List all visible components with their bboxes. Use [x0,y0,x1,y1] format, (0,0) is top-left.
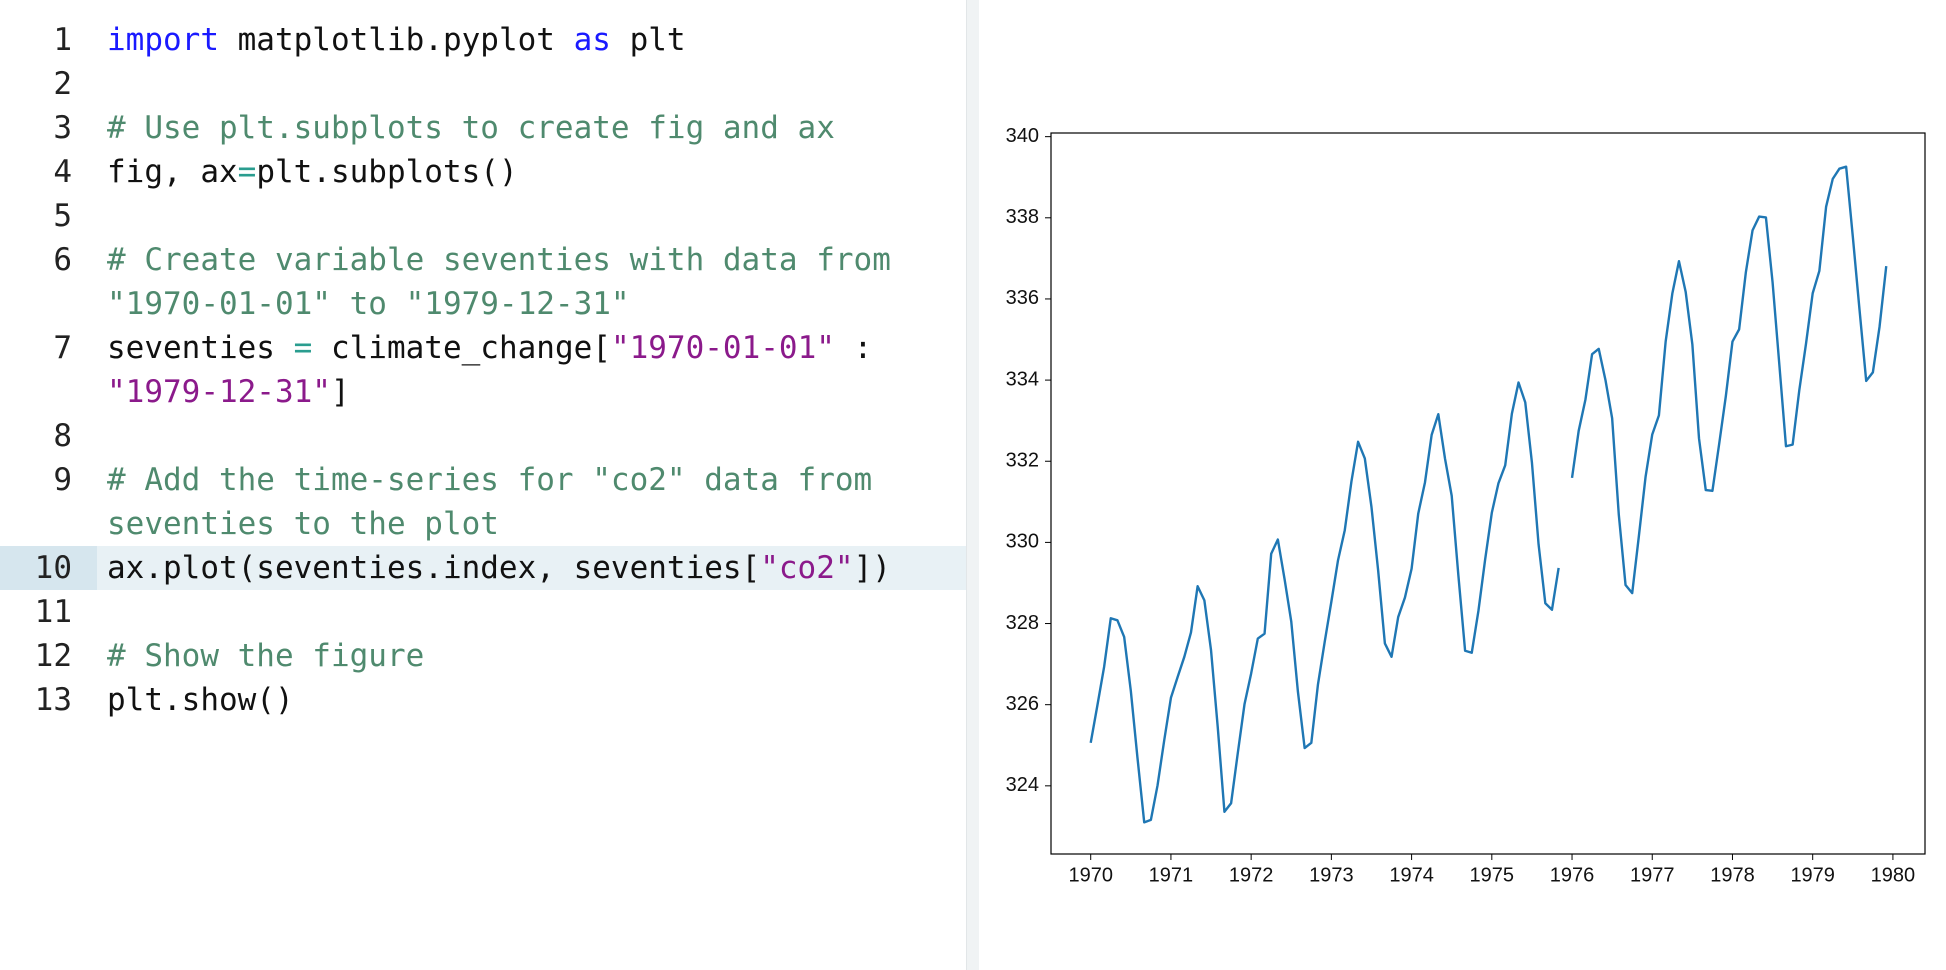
code-line: "1979-12-31"] [0,370,968,414]
code-token: # Add the time-series for "co2" data fro… [107,462,873,498]
code-token: matplotlib.pyplot [218,22,574,58]
code-text: ax.plot(seventies.index, seventies["co2"… [107,546,891,590]
y-tick-label: 328 [1006,612,1039,634]
code-line: 11 [0,590,968,634]
code-token: ] [330,374,350,410]
code-token: import [107,22,219,58]
line-number: 4 [53,154,72,190]
line-number: 13 [34,682,72,718]
line-number: 2 [53,66,72,102]
code-text: "1970-01-01" to "1979-12-31" [107,282,630,326]
y-tick-label: 336 [1006,287,1039,309]
code-line: 10 ax.plot(seventies.index, seventies["co… [0,546,968,590]
code-line: 9 # Add the time-series for "co2" data fr… [0,458,968,502]
code-token: "1970-01-01" [610,330,835,366]
code-token: as [573,22,611,58]
data-line [1089,165,1888,824]
line-number: 10 [0,546,97,590]
code-text: # Add the time-series for "co2" data fro… [107,458,872,502]
code-token: climate_change[ [312,330,611,366]
code-token: plt.subplots() [256,154,518,190]
code-line: 7 seventies = climate_change["1970-01-01"… [0,326,968,370]
x-tick-label: 1976 [1550,864,1595,886]
code-token: : [834,330,873,366]
code-token: fig, ax [107,154,238,190]
x-tick-label: 1970 [1068,864,1113,886]
code-token: # Use plt.subplots to create fig and ax [107,110,835,146]
code-token: # Create variable seventies with data fr… [107,242,891,278]
y-tick-label: 330 [1006,531,1039,553]
code-token: "1979-12-31" [107,374,331,410]
y-tick-label: 338 [1006,206,1039,228]
code-line: seventies to the plot [0,502,968,546]
code-text: # Show the figure [107,634,424,678]
code-text: seventies to the plot [107,502,499,546]
line-number: 11 [34,594,72,630]
code-text: "1979-12-31"] [107,370,350,414]
y-tick-label: 326 [1006,693,1039,715]
code-text: # Create variable seventies with data fr… [107,238,891,282]
x-tick-label: 1980 [1871,864,1916,886]
code-text: # Use plt.subplots to create fig and ax [107,106,835,150]
x-tick-label: 1978 [1710,864,1755,886]
code-line: 8 [0,414,968,458]
x-tick-label: 1975 [1470,864,1515,886]
x-tick-label: 1979 [1790,864,1835,886]
code-line: 1 import matplotlib.pyplot as plt [0,18,968,62]
x-tick-label: 1974 [1389,864,1434,886]
line-number: 3 [53,110,72,146]
y-tick-label: 340 [1006,125,1039,147]
y-tick-label: 332 [1006,450,1039,472]
code-line: 3 # Use plt.subplots to create fig and ax [0,106,968,150]
line-number: 5 [53,198,72,234]
code-token: "1970-01-01" to "1979-12-31" [107,286,630,322]
code-token: seventies [107,330,294,366]
x-tick-label: 1971 [1149,864,1194,886]
code-line: 6 # Create variable seventies with data f… [0,238,968,282]
code-line: 13 plt.show() [0,678,968,722]
code-line: 5 [0,194,968,238]
code-token: # Show the figure [107,638,425,674]
code-line: 4 fig, ax=plt.subplots() [0,150,968,194]
x-tick-label: 1973 [1309,864,1354,886]
code-token: ax.plot(seventies.index, seventies[ [107,550,761,586]
code-token: seventies to the plot [107,506,499,542]
y-tick-label: 324 [1006,774,1039,796]
x-tick-label: 1977 [1630,864,1675,886]
code-line: 12 # Show the figure [0,634,968,678]
x-tick-label: 1972 [1229,864,1274,886]
code-line: "1970-01-01" to "1979-12-31" [0,282,968,326]
code-token: plt [610,22,686,58]
code-token: ]) [853,550,891,586]
code-token: "co2" [760,550,854,586]
line-number: 7 [53,330,72,366]
code-text: seventies = climate_change["1970-01-01" … [107,326,872,370]
pane-divider [966,0,979,970]
code-text: fig, ax=plt.subplots() [107,150,518,194]
code-editor: 1 import matplotlib.pyplot as plt 2 3 # Use … [0,18,968,970]
line-number: 6 [53,242,72,278]
y-tick-label: 334 [1006,368,1039,390]
plot-frame [1050,132,1926,855]
code-token: = [237,154,257,190]
line-number: 8 [53,418,72,454]
line-number: 1 [53,22,72,58]
code-text: import matplotlib.pyplot as plt [107,18,686,62]
line-number: 12 [34,638,72,674]
code-line: 2 [0,62,968,106]
line-number: 9 [53,462,72,498]
code-text: plt.show() [107,678,294,722]
code-token: = [293,330,313,366]
code-token: plt.show() [107,682,294,718]
